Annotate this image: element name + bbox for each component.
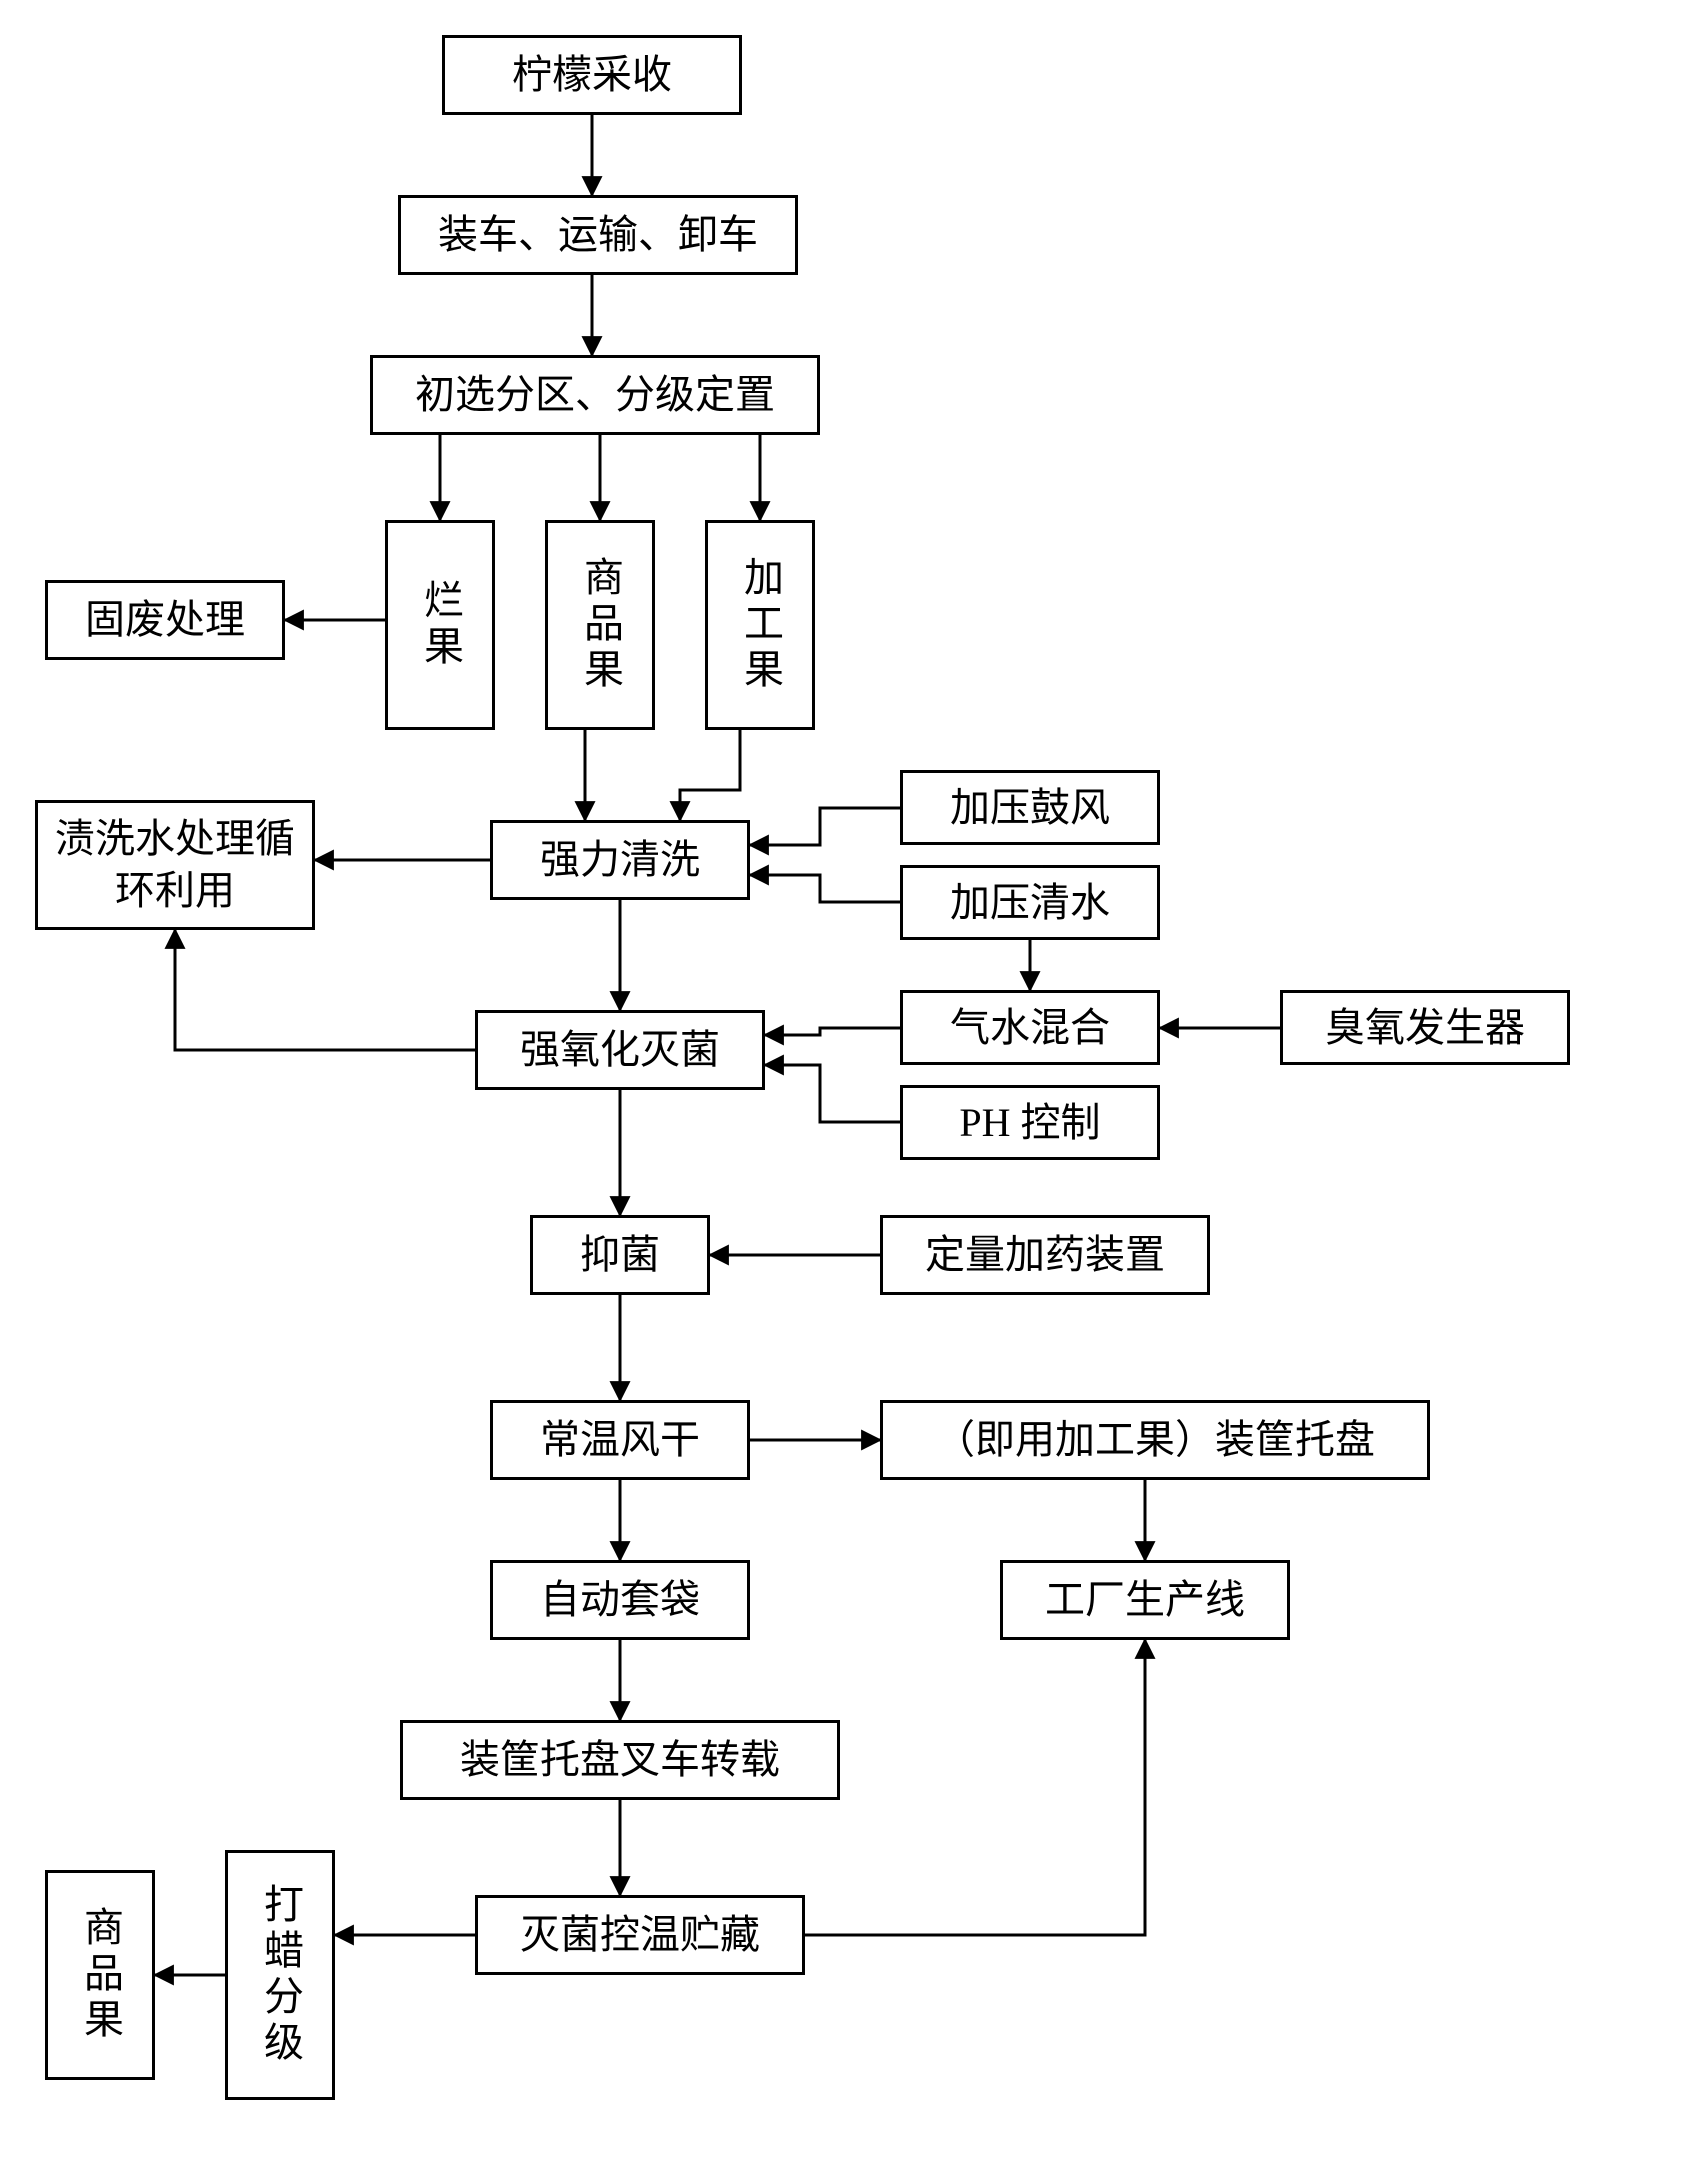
flow-node-n8: 强力清洗 [490,820,750,900]
flow-node-n18: 常温风干 [490,1400,750,1480]
flow-node-n1: 柠檬采收 [442,35,742,115]
flow-node-label: 常温风干 [540,1414,700,1466]
flow-node-label: 初选分区、分级定置 [415,369,775,421]
flow-node-n17: 定量加药装置 [880,1215,1210,1295]
flow-node-label: 加压鼓风 [950,782,1110,834]
flow-node-label: PH 控制 [959,1097,1100,1149]
flow-node-label: 抑菌 [580,1229,660,1281]
flow-node-label: 自动套袋 [540,1574,700,1626]
flow-node-label: 商品果 [574,556,626,694]
flow-node-n7: 固废处理 [45,580,285,660]
flow-node-n6: 加工果 [705,520,815,730]
flow-node-n14: PH 控制 [900,1085,1160,1160]
flow-node-label: 灭菌控温贮藏 [520,1909,760,1961]
flow-edge [680,730,740,820]
flow-node-n5: 商品果 [545,520,655,730]
flow-node-label: 固废处理 [85,594,245,646]
flow-edge [175,930,475,1050]
flow-node-label: 渍洗水处理循环利用 [46,813,304,917]
flow-node-label: 打蜡分级 [254,1883,306,2067]
flow-node-label: 柠檬采收 [512,49,672,101]
flow-node-n10: 加压清水 [900,865,1160,940]
flow-node-n13: 气水混合 [900,990,1160,1065]
flow-node-label: 加工果 [734,556,786,694]
flow-edge [765,1028,900,1035]
flow-node-n25: 商品果 [45,1870,155,2080]
flow-node-n11: 渍洗水处理循环利用 [35,800,315,930]
flow-edge [805,1640,1145,1935]
flow-node-n12: 强氧化灭菌 [475,1010,765,1090]
flow-node-n19: （即用加工果）装筐托盘 [880,1400,1430,1480]
flow-node-label: 装筐托盘叉车转载 [460,1734,780,1786]
flowchart-edges [0,0,1685,2161]
flow-node-label: 装车、运输、卸车 [438,209,758,261]
flow-node-label: 加压清水 [950,877,1110,929]
flow-node-label: 气水混合 [950,1002,1110,1054]
flow-edge [750,875,900,902]
flow-node-label: 强力清洗 [540,834,700,886]
flow-node-n3: 初选分区、分级定置 [370,355,820,435]
flow-node-label: 臭氧发生器 [1325,1002,1525,1054]
flow-node-label: 强氧化灭菌 [520,1024,720,1076]
flow-node-label: 定量加药装置 [925,1229,1165,1281]
flow-node-n15: 臭氧发生器 [1280,990,1570,1065]
flow-node-n23: 灭菌控温贮藏 [475,1895,805,1975]
flow-node-n22: 装筐托盘叉车转载 [400,1720,840,1800]
flow-node-n20: 自动套袋 [490,1560,750,1640]
flow-node-label: 烂果 [414,579,466,671]
flow-node-n9: 加压鼓风 [900,770,1160,845]
flow-node-label: （即用加工果）装筐托盘 [935,1414,1375,1466]
flow-node-n21: 工厂生产线 [1000,1560,1290,1640]
flow-node-n2: 装车、运输、卸车 [398,195,798,275]
flow-node-n24: 打蜡分级 [225,1850,335,2100]
flow-edge [750,808,900,845]
flow-node-label: 商品果 [74,1906,126,2044]
flow-edge [765,1065,900,1122]
flow-node-n4: 烂果 [385,520,495,730]
flow-node-label: 工厂生产线 [1045,1574,1245,1626]
flow-node-n16: 抑菌 [530,1215,710,1295]
